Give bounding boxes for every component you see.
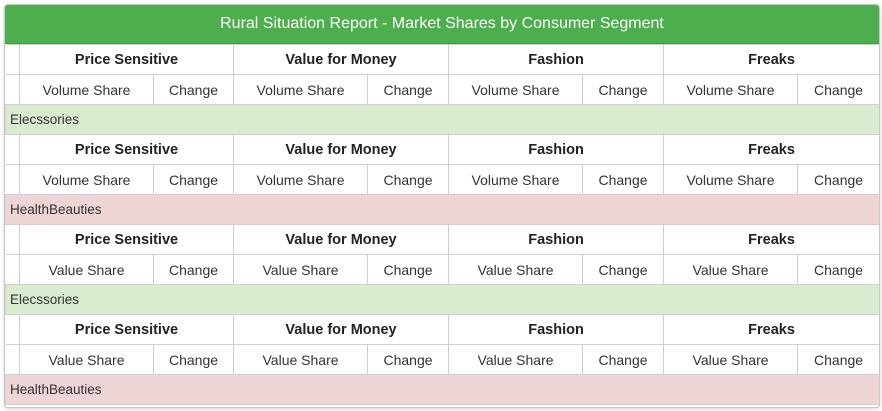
category-row: Elecssories xyxy=(5,284,879,315)
change-column-header: Change xyxy=(152,74,235,105)
segment-header: Freaks xyxy=(663,44,879,75)
segment-header: Freaks xyxy=(663,224,879,255)
change-column-header: Change xyxy=(367,344,450,375)
segment-header: Fashion xyxy=(448,44,665,75)
change-column-header: Change xyxy=(152,344,235,375)
market-share-table: Price Sensitive Value for Money Fashion Fre… xyxy=(5,44,879,405)
segment-header: Value for Money xyxy=(233,44,450,75)
share-column-header: Value Share xyxy=(663,344,799,375)
segment-header-row: Price Sensitive Value for Money Fashion Fre… xyxy=(5,44,879,75)
segment-header-row: Price Sensitive Value for Money Fashion Fre… xyxy=(5,134,879,165)
share-column-header: Value Share xyxy=(448,344,584,375)
row-spacer xyxy=(5,224,20,255)
share-column-header: Value Share xyxy=(233,254,369,285)
segment-header: Price Sensitive xyxy=(18,44,235,75)
segment-header: Fashion xyxy=(448,224,665,255)
change-column-header: Change xyxy=(582,74,665,105)
report-title: Rural Situation Report - Market Shares b… xyxy=(5,5,879,44)
row-spacer xyxy=(5,44,20,75)
change-column-header: Change xyxy=(797,344,879,375)
share-column-header: Value Share xyxy=(19,254,154,285)
share-column-header: Volume Share xyxy=(663,74,799,105)
category-label: Elecssories xyxy=(5,104,879,135)
segment-header: Price Sensitive xyxy=(18,134,235,165)
change-column-header: Change xyxy=(582,344,665,375)
segment-header: Freaks xyxy=(663,314,879,345)
change-column-header: Change xyxy=(582,164,665,195)
share-column-header: Volume Share xyxy=(663,164,799,195)
row-spacer xyxy=(5,74,20,105)
segment-header-row: Price Sensitive Value for Money Fashion Fre… xyxy=(5,224,879,255)
category-row: Elecssories xyxy=(5,104,879,135)
change-column-header: Change xyxy=(152,164,235,195)
share-column-header: Volume Share xyxy=(448,164,584,195)
share-column-header: Value Share xyxy=(19,344,154,375)
change-column-header: Change xyxy=(367,164,450,195)
share-column-header: Volume Share xyxy=(19,164,154,195)
row-spacer xyxy=(5,164,20,195)
change-column-header: Change xyxy=(797,164,879,195)
category-row: HealthBeauties xyxy=(5,374,879,405)
row-spacer xyxy=(5,344,20,375)
share-column-header: Value Share xyxy=(233,344,369,375)
category-label: HealthBeauties xyxy=(5,374,879,405)
share-column-header: Volume Share xyxy=(448,74,584,105)
share-column-header: Volume Share xyxy=(19,74,154,105)
share-column-header: Volume Share xyxy=(233,74,369,105)
row-spacer xyxy=(5,134,20,165)
row-spacer xyxy=(5,254,20,285)
category-row: HealthBeauties xyxy=(5,194,879,225)
category-label: Elecssories xyxy=(5,284,879,315)
segment-header: Freaks xyxy=(663,134,879,165)
change-column-header: Change xyxy=(367,74,450,105)
segment-header-row: Price Sensitive Value for Money Fashion Fre… xyxy=(5,314,879,345)
change-column-header: Change xyxy=(797,254,879,285)
change-column-header: Change xyxy=(797,74,879,105)
change-column-header: Change xyxy=(367,254,450,285)
column-header-row: Volume Share Change Volume Share Change Volu… xyxy=(5,164,879,195)
share-column-header: Value Share xyxy=(663,254,799,285)
change-column-header: Change xyxy=(582,254,665,285)
report-panel: Rural Situation Report - Market Shares b… xyxy=(4,4,880,408)
change-column-header: Change xyxy=(152,254,235,285)
segment-header: Fashion xyxy=(448,134,665,165)
segment-header: Value for Money xyxy=(233,134,450,165)
segment-header: Fashion xyxy=(448,314,665,345)
share-column-header: Value Share xyxy=(448,254,584,285)
share-column-header: Volume Share xyxy=(233,164,369,195)
segment-header: Price Sensitive xyxy=(18,314,235,345)
category-label: HealthBeauties xyxy=(5,194,879,225)
column-header-row: Value Share Change Value Share Change Value … xyxy=(5,344,879,375)
column-header-row: Value Share Change Value Share Change Value … xyxy=(5,254,879,285)
row-spacer xyxy=(5,314,20,345)
column-header-row: Volume Share Change Volume Share Change Volu… xyxy=(5,74,879,105)
segment-header: Value for Money xyxy=(233,224,450,255)
segment-header: Price Sensitive xyxy=(18,224,235,255)
segment-header: Value for Money xyxy=(233,314,450,345)
